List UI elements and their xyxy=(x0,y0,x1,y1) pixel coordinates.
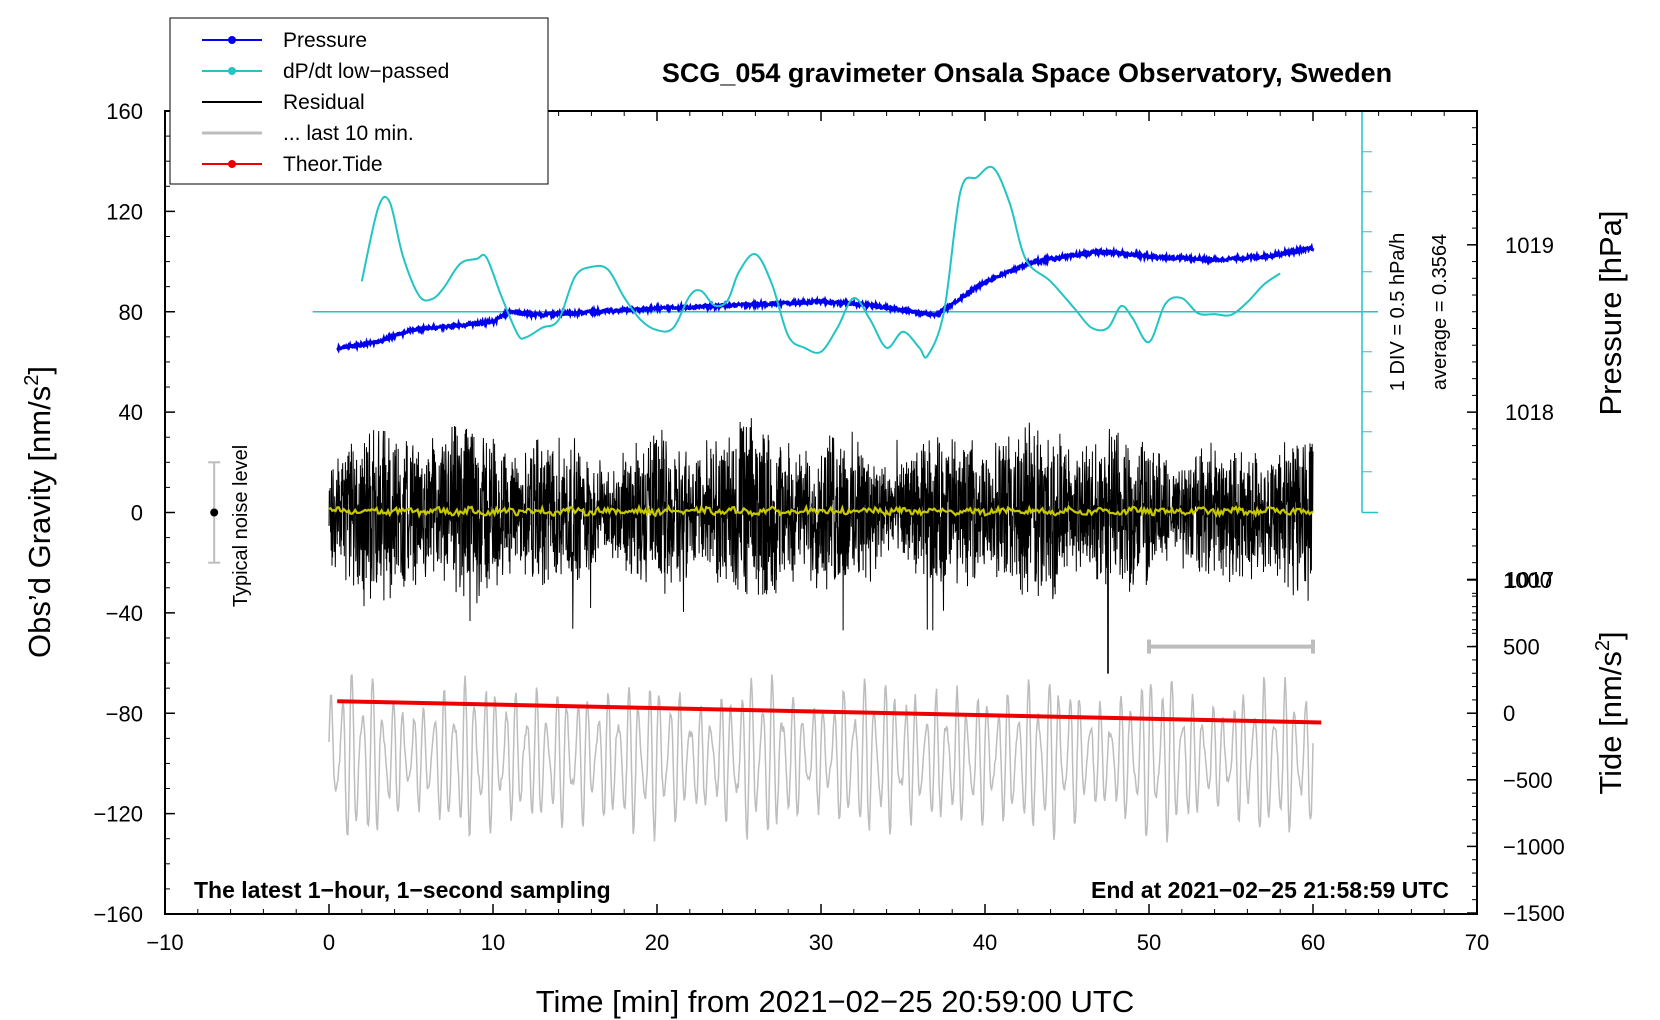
end-time-note: End at 2021−02−25 21:58:59 UTC xyxy=(1091,877,1449,903)
pressure-series xyxy=(336,242,1315,354)
y-tick-label-gravity: −120 xyxy=(93,802,143,827)
tick-layer: −10 0 10 20 30 40 50 60 70 160 120 80 40 0 −40 −80 −120 −… xyxy=(93,99,1564,955)
y-axis-label-gravity: Obs’d Gravity [nm/s2] xyxy=(21,366,57,658)
y-tick-label-tide: 1000 xyxy=(1503,568,1552,593)
x-tick-label: 10 xyxy=(481,930,505,955)
legend-label: ... last 10 min. xyxy=(283,122,414,145)
y-tick-label-tide: 500 xyxy=(1503,635,1540,660)
y-tick-label-tide: −1000 xyxy=(1503,834,1565,859)
y-tick-label-gravity: 40 xyxy=(119,400,143,425)
last-10-min-series xyxy=(328,674,1314,843)
y-tick-label-pressure: 1019 xyxy=(1505,233,1554,258)
smoothed-residual-series xyxy=(328,503,1314,519)
x-tick-label: 70 xyxy=(1465,930,1489,955)
theoretical-tide-series xyxy=(337,699,1322,725)
y-tick-label-gravity: −40 xyxy=(106,601,143,626)
plot-frame xyxy=(164,110,1478,915)
series-layer xyxy=(208,165,1378,843)
rate-average-label: average = 0.3564 xyxy=(1429,234,1451,390)
y-tick-label-pressure: 1017 xyxy=(1505,567,1554,592)
y-tick-label-gravity: 160 xyxy=(106,99,143,124)
rate-scale-label: 1 DIV = 0.5 hPa/h xyxy=(1387,233,1409,391)
y-axis-label-tide: Tide [nm/s2] xyxy=(1592,631,1628,794)
residual-series xyxy=(328,418,1314,674)
legend-label: Theor.Tide xyxy=(283,153,383,176)
x-axis-label: Time [min] from 2021−02−25 20:59:00 UTC xyxy=(536,984,1135,1019)
y-tick-label-gravity: −160 xyxy=(93,902,143,927)
y-tick-label-gravity: −80 xyxy=(106,701,143,726)
chart-title: SCG_054 gravimeter Onsala Space Observat… xyxy=(662,58,1392,88)
legend-label: Residual xyxy=(283,91,365,114)
x-tick-label: 60 xyxy=(1301,930,1325,955)
y-tick-label-tide: −1500 xyxy=(1503,901,1565,926)
legend: Pressure dP/dt low−passed Residual ... last… xyxy=(169,17,549,185)
y-tick-label-gravity: 0 xyxy=(131,501,143,526)
legend-marker xyxy=(228,160,236,168)
dpdt-series xyxy=(360,165,1281,359)
y-axis-label-pressure: Pressure [hPa] xyxy=(1593,210,1628,415)
y-tick-label-tide: 0 xyxy=(1503,701,1515,726)
y-tick-label-pressure: 1018 xyxy=(1505,400,1554,425)
noise-bar-center xyxy=(210,508,219,517)
y-tick-label-tide: −500 xyxy=(1503,768,1553,793)
y-tick-label-gravity: 80 xyxy=(119,300,143,325)
legend-label: Pressure xyxy=(283,29,367,52)
legend-label: dP/dt low−passed xyxy=(283,60,449,83)
y-tick-label-gravity: 120 xyxy=(106,199,143,224)
x-tick-label: 0 xyxy=(323,930,335,955)
legend-marker xyxy=(228,36,236,44)
x-tick-label: 50 xyxy=(1137,930,1161,955)
x-tick-label: 40 xyxy=(973,930,997,955)
noise-level-label: Typical noise level xyxy=(230,445,252,607)
x-tick-label: −10 xyxy=(146,930,183,955)
sampling-note: The latest 1−hour, 1−second sampling xyxy=(194,877,611,903)
x-tick-label: 30 xyxy=(809,930,833,955)
x-tick-label: 20 xyxy=(645,930,669,955)
legend-marker xyxy=(228,67,236,75)
